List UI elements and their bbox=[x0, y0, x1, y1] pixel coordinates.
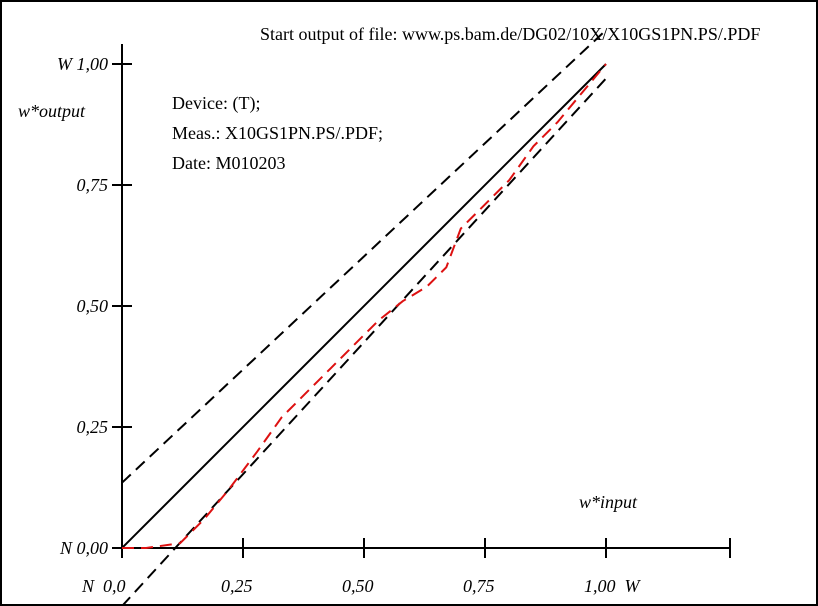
x-tick-label: N 0,0 bbox=[81, 576, 126, 596]
y-tick-label: 0,50 bbox=[77, 296, 109, 316]
y-axis-label: w*output bbox=[18, 101, 86, 121]
series-line-3 bbox=[122, 77, 607, 604]
y-tick-label: 0,75 bbox=[77, 175, 109, 195]
series-line-4 bbox=[122, 63, 607, 549]
x-tick-label: 0,25 bbox=[221, 576, 253, 596]
meas-label: Meas.: X10GS1PN.PS/.PDF; bbox=[172, 123, 383, 143]
series-line-1 bbox=[121, 63, 607, 549]
y-tick-label: N 0,00 bbox=[59, 538, 108, 558]
device-label: Device: (T); bbox=[172, 93, 260, 114]
date-label: Date: M010203 bbox=[172, 153, 285, 173]
x-axis-label: w*input bbox=[579, 492, 638, 512]
y-tick-label: 0,25 bbox=[77, 417, 109, 437]
series-line-2 bbox=[121, 29, 607, 484]
series-group bbox=[121, 29, 607, 604]
y-tick-label: W 1,00 bbox=[57, 54, 108, 74]
x-tick-label: 1,00 W bbox=[584, 576, 642, 596]
chart-title: Start output of file: www.ps.bam.de/DG02… bbox=[260, 24, 760, 44]
x-tick-label: 0,50 bbox=[342, 576, 374, 596]
x-tick-label: 0,75 bbox=[463, 576, 495, 596]
tick-group: N 0,0 0,25 0,50 0,75 1,00 W N 0,00 0,25 0,50 0,7… bbox=[57, 54, 731, 596]
